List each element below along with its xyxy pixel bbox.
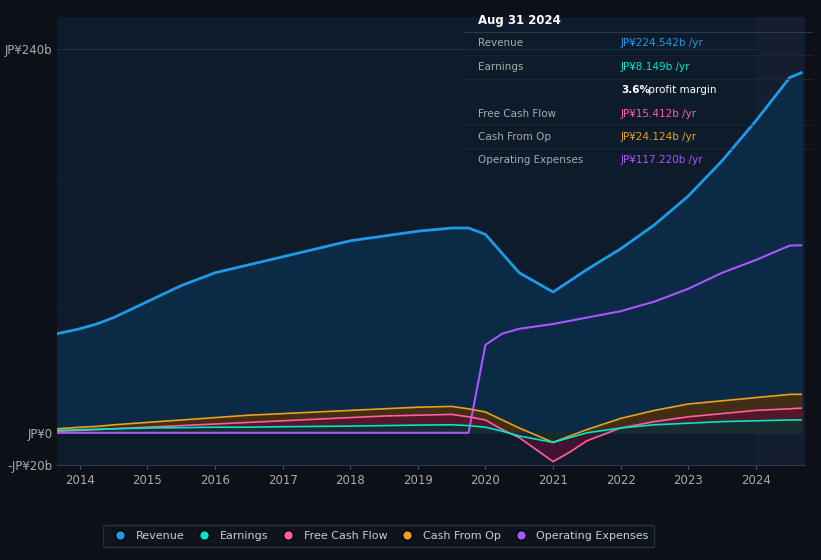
Text: Cash From Op: Cash From Op <box>478 132 551 142</box>
Text: JP¥15.412b /yr: JP¥15.412b /yr <box>621 109 697 119</box>
Text: Operating Expenses: Operating Expenses <box>478 156 583 165</box>
Text: Revenue: Revenue <box>478 39 523 49</box>
Text: profit margin: profit margin <box>645 85 717 95</box>
Text: Aug 31 2024: Aug 31 2024 <box>478 13 561 26</box>
Text: JP¥224.542b /yr: JP¥224.542b /yr <box>621 39 704 49</box>
Text: Free Cash Flow: Free Cash Flow <box>478 109 556 119</box>
Text: JP¥24.124b /yr: JP¥24.124b /yr <box>621 132 697 142</box>
Text: JP¥8.149b /yr: JP¥8.149b /yr <box>621 62 690 72</box>
Text: Earnings: Earnings <box>478 62 523 72</box>
Text: JP¥117.220b /yr: JP¥117.220b /yr <box>621 156 704 165</box>
Legend: Revenue, Earnings, Free Cash Flow, Cash From Op, Operating Expenses: Revenue, Earnings, Free Cash Flow, Cash … <box>103 525 654 547</box>
Bar <box>756 17 805 465</box>
Text: 3.6%: 3.6% <box>621 85 650 95</box>
